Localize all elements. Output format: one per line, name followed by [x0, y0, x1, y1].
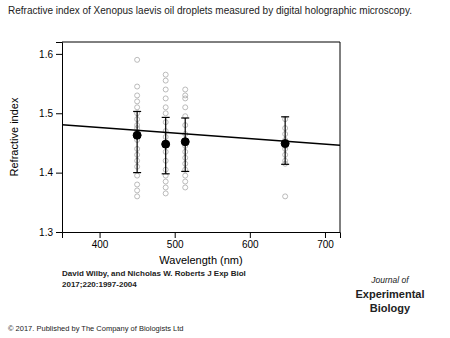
annotation: 2017;220:1997-2004	[62, 280, 137, 289]
axis-line	[63, 233, 341, 239]
title: Refractive index of Xenopus laevis oil d…	[8, 5, 412, 16]
tick: 1.3	[39, 227, 62, 238]
chart: Refractive index of Xenopus laevis oil d…	[0, 0, 450, 338]
tick-label: 600	[242, 239, 259, 250]
tick-mark	[56, 113, 62, 114]
data-point	[163, 191, 168, 196]
mean-point	[181, 138, 189, 146]
error-bar-stem	[137, 111, 138, 172]
tick-mark	[250, 232, 251, 238]
data-point	[183, 87, 188, 92]
x-axis-title: Wavelength (nm)	[159, 254, 242, 266]
series	[283, 117, 288, 199]
error-bar-cap	[162, 117, 170, 118]
tick-label: 1.5	[39, 108, 53, 119]
error-bar-cap	[281, 164, 289, 165]
annotation: David Wilby, and Nicholas W. Roberts J E…	[62, 269, 246, 278]
annotation: Journal of	[370, 275, 410, 285]
mean-point	[133, 131, 141, 139]
data-point	[183, 96, 188, 101]
series	[133, 111, 289, 173]
tick: 500	[167, 232, 184, 250]
data-point	[163, 105, 168, 110]
frame	[340, 42, 341, 232]
data-point	[283, 194, 288, 199]
tick: 700	[317, 232, 334, 250]
annotation: Experimental	[355, 288, 424, 300]
y-axis-title: Refractive index	[8, 97, 20, 176]
error-bar-cap	[281, 116, 289, 117]
error-bar	[133, 111, 141, 172]
data-point	[183, 173, 188, 178]
error-bar-cap	[181, 171, 189, 172]
data-point	[135, 84, 140, 89]
tick-label: 700	[317, 239, 334, 250]
data-point	[163, 87, 168, 92]
error-bar-cap	[133, 172, 141, 173]
mean-point	[281, 140, 289, 148]
series	[135, 57, 140, 199]
error-bar	[281, 117, 289, 165]
tick: 1.4	[39, 167, 62, 178]
data-point	[135, 182, 140, 187]
tick-label: 1.6	[39, 49, 53, 60]
data-point	[163, 111, 168, 116]
mean-point	[162, 140, 170, 148]
data-point	[135, 93, 140, 98]
tick: 1.6	[39, 49, 62, 60]
tick: 600	[242, 232, 259, 250]
tick-label: 400	[92, 239, 109, 250]
data-point	[163, 179, 168, 184]
fit-line	[62, 125, 340, 145]
error-bar	[162, 117, 170, 173]
tick-mark	[56, 232, 62, 233]
data-point	[135, 173, 140, 178]
y-axis: 1.3 1.4 1.5 1.6	[39, 43, 62, 238]
tick: 1.5	[39, 108, 62, 119]
data-point	[183, 185, 188, 190]
x-axis: 400 500 600 700	[63, 232, 341, 250]
tick-label: 500	[167, 239, 184, 250]
tick-mark	[56, 54, 62, 55]
axis-line	[56, 43, 63, 233]
series	[62, 125, 340, 145]
frame	[62, 42, 340, 43]
tick-label: 1.3	[39, 227, 53, 238]
data-point	[135, 99, 140, 104]
data-point	[135, 105, 140, 110]
data-point	[163, 96, 168, 101]
series	[163, 72, 168, 196]
data-point	[163, 72, 168, 77]
error-bar-cap	[181, 117, 189, 118]
annotation: © 2017. Published by The Company of Biol…	[8, 324, 184, 333]
data-point	[135, 188, 140, 193]
tick-label: 1.4	[39, 167, 53, 178]
tick-mark	[100, 232, 101, 238]
tick-mark	[175, 232, 176, 238]
data-point	[183, 105, 188, 110]
annotation: Biology	[370, 302, 411, 314]
data-point	[135, 194, 140, 199]
tick-mark	[56, 173, 62, 174]
tick: 400	[92, 232, 109, 250]
plot-area	[62, 57, 340, 199]
data-point	[183, 179, 188, 184]
data-point	[135, 57, 140, 62]
data-point	[163, 185, 168, 190]
tick-mark	[325, 232, 326, 238]
error-bar-cap	[133, 111, 141, 112]
error-bar	[181, 118, 189, 171]
data-point	[163, 78, 168, 83]
error-bar-cap	[162, 173, 170, 174]
